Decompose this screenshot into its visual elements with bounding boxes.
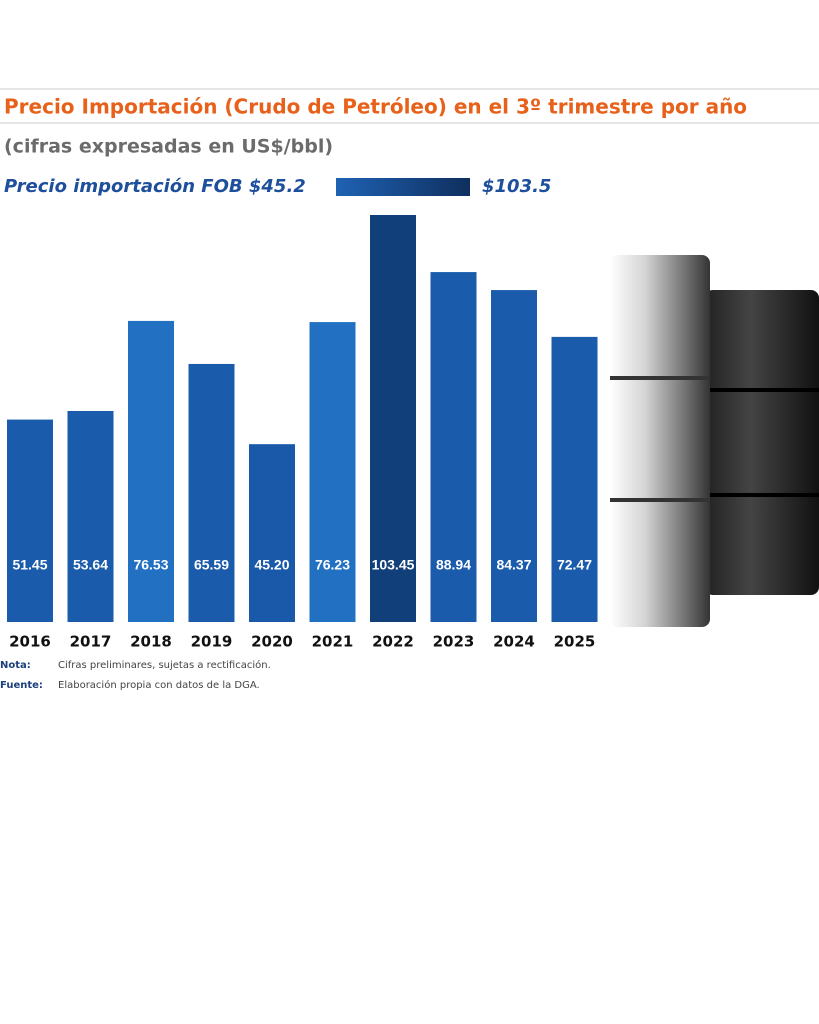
x-tick-label: 2018 — [130, 633, 172, 651]
note-label: Nota: — [0, 660, 31, 671]
x-tick-label: 2021 — [312, 633, 354, 651]
x-tick-label: 2019 — [191, 633, 233, 651]
note-text: Cifras preliminares, sujetas a rectifica… — [58, 659, 271, 671]
note-text: Elaboración propia con datos de la DGA. — [58, 679, 260, 691]
value-label: 84.37 — [496, 557, 531, 573]
value-label: 103.45 — [372, 557, 415, 573]
value-label: 72.47 — [557, 557, 592, 573]
value-label: 76.23 — [315, 557, 350, 573]
barrels — [610, 255, 819, 627]
x-tick-label: 2020 — [251, 633, 293, 651]
x-tick-label: 2022 — [372, 633, 414, 651]
bar — [7, 419, 53, 622]
bar — [491, 290, 537, 622]
x-tick-label: 2017 — [70, 633, 112, 651]
chart-title: Precio Importación (Crudo de Petróleo) e… — [4, 95, 747, 119]
value-label: 76.53 — [133, 557, 168, 573]
value-label: 65.59 — [194, 557, 229, 573]
bar — [249, 444, 295, 622]
bar — [128, 320, 174, 622]
legend-label: Precio importación FOB $45.2 — [4, 176, 306, 197]
note-label: Fuente: — [0, 680, 43, 691]
value-label: 45.20 — [254, 557, 289, 573]
bar — [430, 272, 477, 622]
bar — [67, 410, 114, 622]
legend-max-label: $103.5 — [482, 176, 551, 197]
value-label: 51.45 — [12, 557, 47, 573]
bar — [551, 336, 598, 622]
bar — [188, 363, 235, 622]
bar — [309, 322, 356, 622]
x-tick-label: 2025 — [554, 633, 596, 651]
bar — [370, 215, 416, 622]
x-tick-label: 2023 — [433, 633, 475, 651]
x-tick-label: 2024 — [493, 633, 535, 651]
subtitle: (cifras expresadas en US$/bbl) — [4, 136, 333, 158]
value-label: 53.64 — [73, 557, 108, 573]
legend-gradient — [336, 178, 470, 196]
x-tick-label: 2016 — [9, 633, 51, 651]
value-label: 88.94 — [436, 557, 471, 573]
